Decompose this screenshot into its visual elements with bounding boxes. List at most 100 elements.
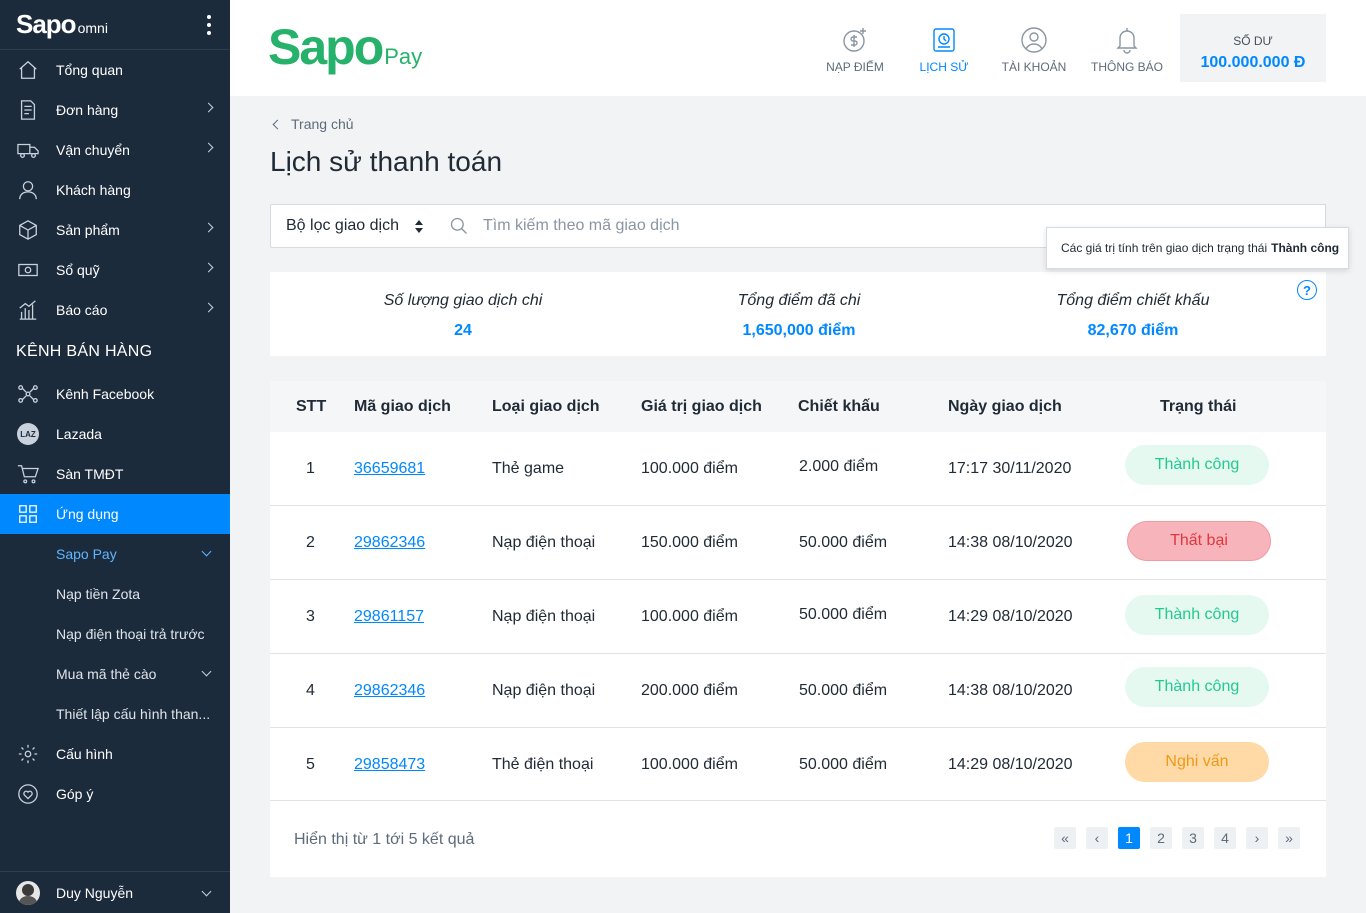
- sidebar-subitem-label: Nạp tiền Zota: [56, 586, 141, 602]
- chevron-right-icon: [203, 142, 214, 153]
- transaction-code-link[interactable]: 29862346: [354, 534, 426, 551]
- box-icon: [16, 218, 40, 242]
- summary-total-spent: Tổng điểm đã chi 1,650,000 điểm: [629, 292, 969, 340]
- sidebar-item-label: Báo cáo: [56, 302, 108, 318]
- sapo-pay-logo[interactable]: Sapo Pay: [268, 22, 422, 72]
- cell-discount: 50.000 điểm: [799, 606, 888, 623]
- summary-label: Số lượng giao dịch chi: [383, 292, 543, 309]
- nav-account[interactable]: TÀI KHOẢN: [989, 26, 1079, 74]
- page-1-button[interactable]: 1: [1118, 827, 1140, 849]
- chevron-right-icon: [203, 302, 214, 313]
- more-options-icon[interactable]: [204, 14, 214, 35]
- table-row: 4 29862346 Nạp điện thoại 200.000 điểm 5…: [270, 654, 1326, 728]
- page-4-button[interactable]: 4: [1214, 827, 1236, 849]
- chevron-down-icon: [201, 886, 212, 897]
- page-2-button[interactable]: 2: [1150, 827, 1172, 849]
- sidebar-item-shipping[interactable]: Vận chuyển: [0, 130, 230, 170]
- chevron-down-icon: [201, 666, 212, 677]
- transaction-code-link[interactable]: 29862346: [354, 682, 426, 699]
- sidebar-item-marketplace[interactable]: Sàn TMĐT: [0, 454, 230, 494]
- truck-icon: [16, 138, 40, 162]
- logo-text: Sapo: [16, 9, 77, 39]
- cell-value: 100.000 điểm: [641, 756, 738, 773]
- column-header-discount: Chiết khấu: [798, 398, 880, 415]
- summary-label: Tổng điểm đã chi: [737, 292, 861, 309]
- cell-stt: 3: [306, 608, 315, 625]
- column-header-stt: STT: [296, 398, 327, 415]
- sidebar-item-apps[interactable]: Ứng dụng: [0, 494, 230, 534]
- summary-transaction-count: Số lượng giao dịch chi 24: [293, 292, 633, 340]
- gear-icon: [16, 742, 40, 766]
- sidebar-item-lazada[interactable]: LAZ Lazada: [0, 414, 230, 454]
- sidebar-subitem-zota-topup[interactable]: Nạp tiền Zota: [0, 574, 230, 614]
- transaction-code-link[interactable]: 29858473: [354, 756, 426, 773]
- table-row: 1 36659681 Thẻ game 100.000 điểm 2.000 đ…: [270, 432, 1326, 506]
- cell-type: Nạp điện thoại: [492, 682, 596, 699]
- user-name: Duy Nguyễn: [56, 884, 134, 901]
- column-header-date: Ngày giao dịch: [948, 398, 1062, 415]
- cell-type: Nạp điện thoại: [492, 608, 596, 625]
- transaction-filter-select[interactable]: Bộ lọc giao dịch: [270, 204, 436, 248]
- summary-value: 82,670 điểm: [1087, 322, 1179, 339]
- cell-date: 14:29 08/10/2020: [948, 756, 1073, 773]
- cell-type: Thẻ điện thoại: [492, 756, 594, 773]
- chevron-left-icon: [272, 119, 283, 129]
- sidebar-item-orders[interactable]: Đơn hàng: [0, 90, 230, 130]
- page-first-button[interactable]: «: [1054, 827, 1076, 849]
- nav-history[interactable]: LỊCH SỬ: [899, 26, 989, 74]
- sidebar-item-settings[interactable]: Cấu hình: [0, 734, 230, 774]
- table-row: 5 29858473 Thẻ điện thoại 100.000 điểm 5…: [270, 728, 1326, 801]
- search-input[interactable]: [483, 217, 1043, 235]
- brand-text: Sapo: [268, 19, 384, 75]
- sapo-omni-logo[interactable]: Sapo omni: [16, 9, 108, 40]
- nav-top-up[interactable]: NẠP ĐIỂM: [810, 26, 900, 74]
- column-header-code: Mã giao dịch: [354, 398, 451, 415]
- page-last-button[interactable]: »: [1278, 827, 1300, 849]
- nav-notifications[interactable]: THÔNG BÁO: [1082, 26, 1172, 74]
- status-badge: Nghi vấn: [1125, 742, 1269, 782]
- top-header: Sapo Pay NẠP ĐIỂM LỊCH SỬ TÀI KHOẢN THÔN…: [230, 0, 1366, 96]
- breadcrumb[interactable]: Trang chủ: [272, 116, 354, 132]
- sidebar-item-facebook[interactable]: Kênh Facebook: [0, 374, 230, 414]
- transaction-code-link[interactable]: 36659681: [354, 460, 426, 477]
- sidebar-item-cashbook[interactable]: Sổ quỹ: [0, 250, 230, 290]
- table-row: 3 29861157 Nạp điện thoại 100.000 điểm 5…: [270, 580, 1326, 654]
- cell-date: 17:17 30/11/2020: [948, 460, 1072, 477]
- sidebar-subitem-buy-card-code[interactable]: Mua mã thẻ cào: [0, 654, 230, 694]
- cell-discount: 50.000 điểm: [799, 682, 888, 699]
- sidebar-item-reports[interactable]: Báo cáo: [0, 290, 230, 330]
- sidebar-item-label: Sổ quỹ: [56, 262, 100, 278]
- network-icon: [16, 382, 40, 406]
- transaction-code-link[interactable]: 29861157: [354, 608, 424, 625]
- chevron-right-icon: [203, 262, 214, 273]
- sidebar-item-products[interactable]: Sản phẩm: [0, 210, 230, 250]
- home-icon: [16, 58, 40, 82]
- lazada-badge: LAZ: [17, 423, 39, 445]
- sidebar-subitem-prepaid-topup[interactable]: Nạp điện thoại trả trước: [0, 614, 230, 654]
- user-menu[interactable]: Duy Nguyễn: [0, 871, 230, 913]
- sidebar-subitem-sapo-pay[interactable]: Sapo Pay: [0, 534, 230, 574]
- sidebar-item-feedback[interactable]: Góp ý: [0, 774, 230, 814]
- balance-label: SỐ DƯ: [1233, 34, 1273, 48]
- sidebar-item-label: Cấu hình: [56, 746, 113, 762]
- status-badge: Thành công: [1125, 445, 1269, 485]
- column-header-type: Loại giao dịch: [492, 398, 600, 415]
- sidebar-subitem-config-setup[interactable]: Thiết lập cấu hình than...: [0, 694, 230, 734]
- sidebar-item-label: Vận chuyển: [56, 142, 130, 158]
- page-3-button[interactable]: 3: [1182, 827, 1204, 849]
- search-icon: [450, 217, 467, 234]
- sidebar-item-label: Ứng dụng: [56, 506, 119, 522]
- sidebar-item-overview[interactable]: Tổng quan: [0, 50, 230, 90]
- page-next-button[interactable]: ›: [1246, 827, 1268, 849]
- status-badge: Thất bại: [1127, 521, 1271, 561]
- nav-label: THÔNG BÁO: [1090, 60, 1163, 74]
- sidebar-item-customers[interactable]: Khách hàng: [0, 170, 230, 210]
- help-icon[interactable]: ?: [1297, 280, 1317, 300]
- chevron-down-icon: [201, 546, 212, 557]
- filter-label: Bộ lọc giao dịch: [286, 217, 399, 234]
- column-header-status: Trạng thái: [1160, 398, 1237, 415]
- sales-channels-heading: KÊNH BÁN HÀNG: [16, 343, 153, 360]
- pagination: « ‹ 1 2 3 4 › »: [1054, 827, 1300, 849]
- lazada-icon: LAZ: [16, 422, 40, 446]
- page-prev-button[interactable]: ‹: [1086, 827, 1108, 849]
